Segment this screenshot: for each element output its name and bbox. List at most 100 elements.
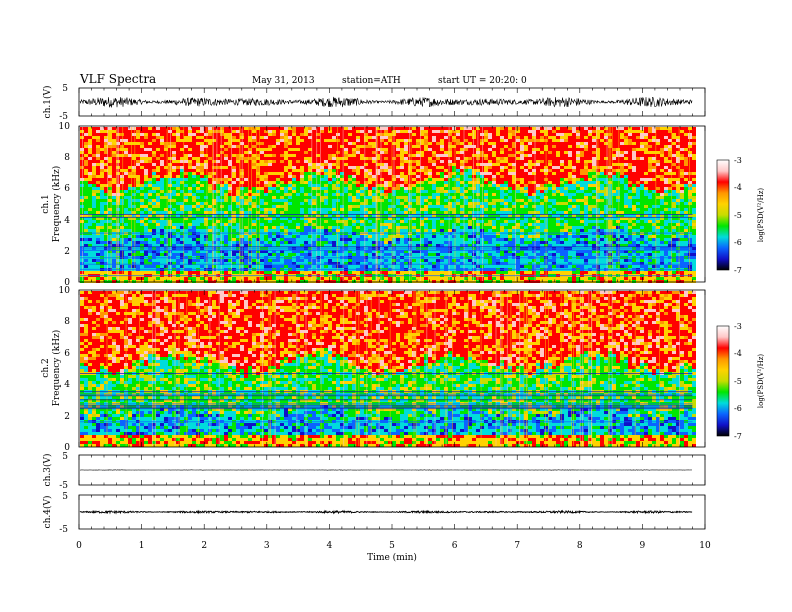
spectrogram-cell: [368, 277, 372, 280]
spectrogram-cell: [80, 265, 84, 268]
spectrogram-cell: [432, 220, 436, 223]
spectrogram-cell: [384, 235, 388, 238]
spectrogram-cell: [388, 148, 392, 151]
spectrogram-cell: [312, 214, 316, 217]
spectrogram-cell: [88, 253, 92, 256]
spectrogram-cell: [272, 205, 276, 208]
spectrogram-cell: [396, 145, 400, 148]
spectrogram-cell: [356, 253, 360, 256]
spectrogram-cell: [368, 280, 372, 283]
spectrogram-cell: [352, 244, 356, 247]
spectrogram-cell: [400, 130, 404, 133]
spectrogram-cell: [460, 154, 464, 157]
spectrogram-cell: [288, 238, 292, 241]
spectrogram-cell: [284, 262, 288, 265]
spectrogram-cell: [96, 190, 100, 193]
spectrogram-cell: [444, 169, 448, 172]
spectrogram-cell: [176, 187, 180, 190]
spectrogram-cell: [128, 196, 132, 199]
spectrogram-cell: [228, 220, 232, 223]
spectrogram-cell: [272, 154, 276, 157]
spectrogram-cell: [220, 184, 224, 187]
spectrogram-cell: [300, 211, 304, 214]
spectrogram-cell: [292, 193, 296, 196]
spectrogram-cell: [420, 277, 424, 280]
spectrogram-cell: [340, 271, 344, 274]
spectrogram-cell: [180, 229, 184, 232]
spectrogram-cell: [232, 277, 236, 280]
spectrogram-cell: [128, 160, 132, 163]
spectrogram-cell: [148, 154, 152, 157]
spectrogram-cell: [388, 253, 392, 256]
spectrogram-cell: [348, 226, 352, 229]
spectrogram-cell: [444, 133, 448, 136]
spectrogram-cell: [116, 265, 120, 268]
spectrogram-cell: [372, 205, 376, 208]
spectrogram-cell: [320, 271, 324, 274]
spectrogram-cell: [344, 175, 348, 178]
spectrogram-cell: [428, 178, 432, 181]
spectrogram-cell: [300, 181, 304, 184]
spectrogram-cell: [136, 214, 140, 217]
spectrogram-cell: [296, 148, 300, 151]
spectrogram-cell: [248, 130, 252, 133]
spectrogram-cell: [276, 145, 280, 148]
spectrogram-cell: [432, 157, 436, 160]
spectrogram-cell: [388, 193, 392, 196]
spectrogram-cell: [448, 160, 452, 163]
spectrogram-cell: [236, 169, 240, 172]
spectrogram-cell: [288, 259, 292, 262]
spectrogram-cell: [420, 181, 424, 184]
spectrogram-cell: [332, 130, 336, 133]
spectrogram-cell: [200, 190, 204, 193]
spectrogram-cell: [104, 265, 108, 268]
spectrogram-cell: [280, 172, 284, 175]
spectrogram-cell: [136, 259, 140, 262]
spectrogram-cell: [296, 208, 300, 211]
spectrogram-cell: [316, 145, 320, 148]
spectrogram-cell: [236, 163, 240, 166]
spectrogram-cell: [332, 145, 336, 148]
spectrogram-cell: [232, 178, 236, 181]
spectrogram-cell: [368, 166, 372, 169]
spectrogram-cell: [352, 238, 356, 241]
spectrogram-cell: [432, 136, 436, 139]
spectrogram-cell: [372, 151, 376, 154]
spectrogram-cell: [292, 226, 296, 229]
spectrogram-cell: [188, 184, 192, 187]
spectrogram-cell: [436, 187, 440, 190]
spectrogram-cell: [124, 139, 128, 142]
spectrogram-cell: [128, 265, 132, 268]
spectrogram-cell: [116, 139, 120, 142]
spectrogram-cell: [436, 238, 440, 241]
spectrogram-cell: [84, 196, 88, 199]
spectrogram-cell: [180, 253, 184, 256]
spectrogram-cell: [176, 229, 180, 232]
spectrogram-cell: [108, 250, 112, 253]
spectrogram-cell: [440, 172, 444, 175]
spectrogram-cell: [340, 184, 344, 187]
spectrogram-cell: [300, 220, 304, 223]
spectrogram-cell: [204, 211, 208, 214]
spectrogram-cell: [328, 190, 332, 193]
spectrogram-cell: [316, 250, 320, 253]
spectrogram-cell: [208, 262, 212, 265]
spectrogram-cell: [128, 214, 132, 217]
spectrogram-cell: [156, 217, 160, 220]
spectrogram-cell: [436, 154, 440, 157]
spectrogram-cell: [244, 133, 248, 136]
spectrogram-cell: [404, 244, 408, 247]
spectrogram-cell: [280, 175, 284, 178]
spectrogram-cell: [440, 211, 444, 214]
spectrogram-cell: [448, 148, 452, 151]
spectrogram-cell: [348, 157, 352, 160]
spectrogram-cell: [420, 238, 424, 241]
spectrogram-cell: [380, 172, 384, 175]
spectrogram-cell: [368, 259, 372, 262]
spectrogram-cell: [272, 160, 276, 163]
spectrogram-cell: [364, 262, 368, 265]
spectrogram-cell: [404, 133, 408, 136]
spectrogram-cell: [228, 277, 232, 280]
spectrogram-cell: [460, 202, 464, 205]
